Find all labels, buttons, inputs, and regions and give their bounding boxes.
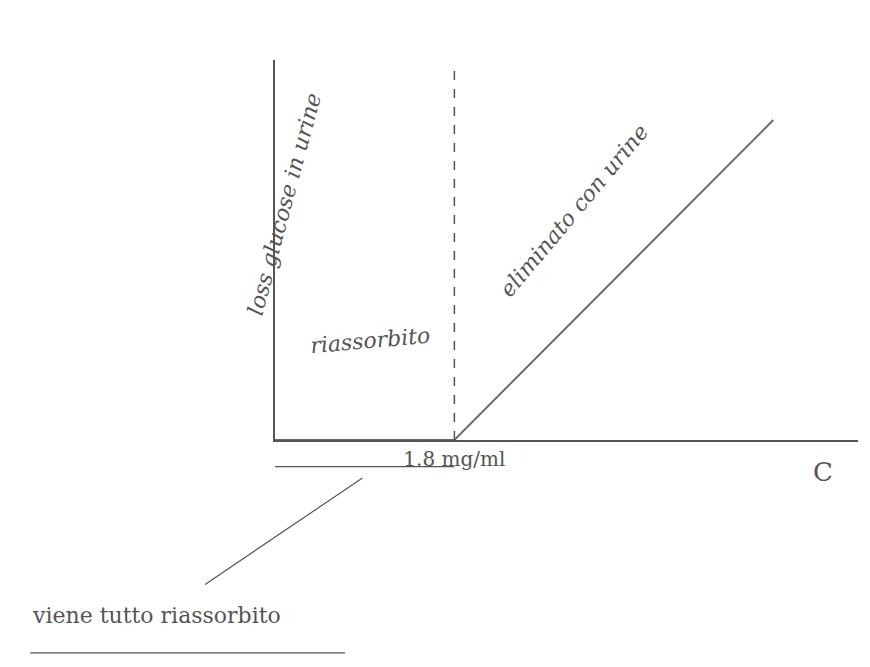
svg-text:eliminato con urine: eliminato con urine [495, 120, 654, 302]
svg-text:riassorbito: riassorbito [309, 323, 431, 358]
svg-text:1.8 mg/ml: 1.8 mg/ml [403, 447, 505, 471]
svg-text:loss glucose in urine: loss glucose in urine [243, 90, 326, 318]
svg-text:C: C [813, 457, 833, 487]
svg-text:viene tutto riassorbito: viene tutto riassorbito [32, 603, 281, 628]
